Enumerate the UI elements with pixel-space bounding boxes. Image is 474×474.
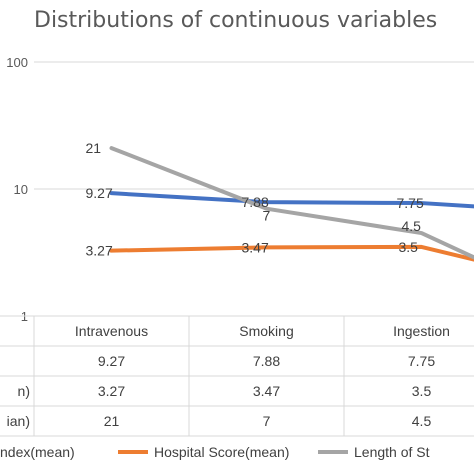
y-tick-label: 100 [6, 55, 28, 70]
legend-label: ndex(mean) [0, 444, 75, 460]
table-row-label: n) [18, 383, 30, 399]
series-line-2 [109, 244, 474, 262]
legend-label: Hospital Score(mean) [154, 444, 289, 460]
data-label: 3.27 [86, 243, 113, 259]
chart-title: Distributions of continuous variables [34, 8, 438, 33]
table-cell: 21 [104, 413, 120, 429]
table-cell: 7.88 [253, 353, 280, 369]
series-line-3 [109, 146, 474, 260]
table-cell: 7 [263, 413, 271, 429]
category-label: Ingestion [393, 323, 450, 339]
series-line-1 [109, 191, 474, 209]
data-label: 3.5 [399, 239, 419, 255]
table-cell: 7.75 [408, 353, 435, 369]
table-cell: 9.27 [98, 353, 125, 369]
data-label: 9.27 [86, 185, 113, 201]
table-cell: 3.27 [98, 383, 125, 399]
table-cell: 4.5 [412, 413, 432, 429]
data-label: 4.5 [402, 218, 422, 234]
data-label: 7.75 [397, 195, 424, 211]
category-label: Smoking [239, 323, 293, 339]
legend-label: Length of St [354, 444, 430, 460]
y-tick-label: 10 [14, 182, 28, 197]
data-label: 7.88 [242, 194, 269, 210]
category-label: Intravenous [75, 323, 148, 339]
table-row-label: ian) [7, 413, 30, 429]
data-label: 21 [86, 140, 102, 156]
data-label: 7 [263, 208, 271, 224]
table-cell: 3.5 [412, 383, 432, 399]
data-label: 3.47 [242, 239, 269, 255]
table-cell: 3.47 [253, 383, 280, 399]
